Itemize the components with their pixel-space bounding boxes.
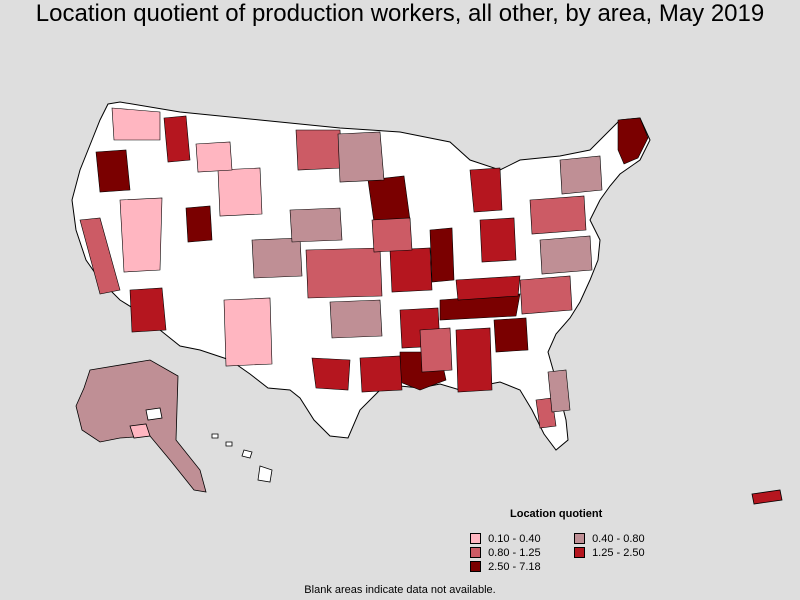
hawaii: [211, 433, 273, 483]
legend-label-2: 0.80 - 1.25: [488, 547, 541, 559]
region-minnesota: [337, 131, 385, 183]
region-maine: [617, 117, 649, 165]
puerto-rico-island: [751, 489, 783, 505]
region-washington-north: [111, 107, 161, 141]
region-pennsylvania: [529, 195, 587, 235]
legend-item-4: 2.50 - 7.18: [470, 560, 541, 574]
region-michigan: [469, 167, 503, 213]
hawaii-kauai: [211, 433, 219, 439]
region-north-dakota: [295, 129, 343, 171]
legend-title: Location quotient: [510, 508, 603, 520]
hawaii-oahu: [225, 441, 233, 447]
region-wyoming: [217, 167, 263, 217]
region-missouri: [389, 247, 433, 293]
region-oregon-west: [95, 149, 131, 193]
legend-item-0: 0.10 - 0.40: [470, 532, 541, 546]
region-alabama: [455, 327, 493, 393]
us-choropleth-map: [71, 101, 783, 505]
region-carolinas: [519, 275, 573, 315]
region-ohio: [479, 217, 517, 263]
regions-high: [129, 115, 521, 393]
alaska-low-area: [129, 423, 151, 439]
legend-swatch-3: [574, 546, 585, 558]
region-georgia-north: [493, 317, 529, 353]
region-iowa: [371, 217, 413, 253]
map-legend: Location quotient 0.10 - 0.40 0.40 - 0.8…: [470, 508, 670, 578]
no-data-note: Blank areas indicate data not available.: [304, 584, 496, 596]
region-new-mexico: [223, 297, 273, 367]
regions-low-medium: [251, 131, 603, 413]
legend-item-3: 1.25 - 2.50: [574, 546, 645, 560]
region-texas-east: [359, 355, 403, 393]
region-california-coast: [79, 217, 121, 295]
region-montana-west: [195, 141, 233, 173]
legend-swatch-2: [470, 546, 481, 558]
hawaii-maui: [241, 449, 253, 459]
legend-label-1: 0.40 - 0.80: [592, 533, 645, 545]
alaska: [75, 359, 207, 493]
region-nevada: [119, 197, 163, 273]
region-new-york: [559, 155, 603, 195]
puerto-rico: [751, 489, 783, 505]
region-mississippi: [419, 327, 453, 373]
region-washington: [163, 115, 191, 163]
region-arizona-west: [129, 287, 167, 333]
legend-label-3: 1.25 - 2.50: [592, 547, 645, 559]
region-nebraska: [289, 207, 343, 243]
region-texas-central: [311, 357, 351, 391]
region-wisconsin: [367, 175, 411, 223]
legend-item-2: 0.80 - 1.25: [470, 546, 541, 560]
hawaii-big-island: [257, 465, 273, 483]
region-oklahoma: [329, 299, 383, 339]
regions-medium: [79, 129, 587, 429]
region-colorado: [251, 237, 303, 279]
region-idaho-east: [185, 205, 213, 243]
legend-swatch-0: [470, 532, 481, 544]
legend-label-0: 0.10 - 0.40: [488, 533, 541, 545]
region-florida-west: [535, 397, 557, 429]
region-kentucky: [455, 275, 521, 301]
region-florida-east: [547, 369, 571, 413]
region-indiana: [429, 227, 455, 283]
legend-swatch-1: [574, 532, 585, 544]
legend-swatch-4: [470, 560, 481, 572]
alaska-no-data: [145, 407, 163, 421]
map-title: Location quotient of production workers,…: [35, 0, 765, 27]
legend-label-4: 2.50 - 7.18: [488, 561, 541, 573]
regions-low: [111, 107, 273, 367]
region-kansas: [305, 247, 383, 299]
region-virginia: [539, 235, 593, 275]
legend-item-1: 0.40 - 0.80: [574, 532, 645, 546]
